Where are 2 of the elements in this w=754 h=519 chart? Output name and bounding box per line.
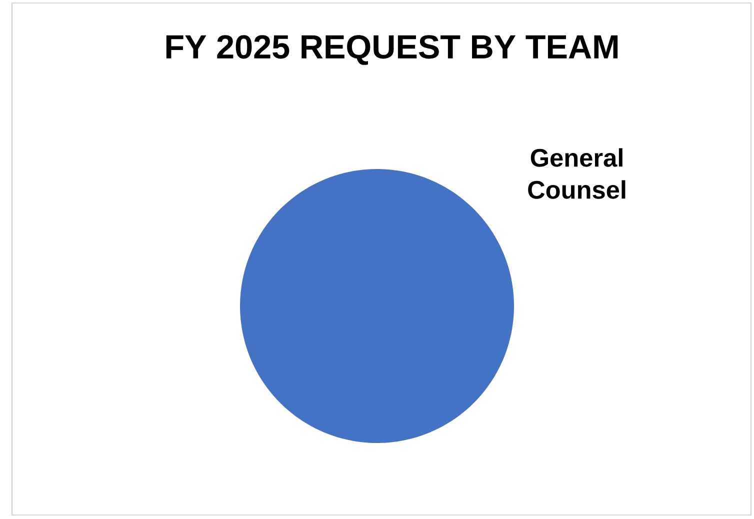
chart-title: FY 2025 REQUEST BY TEAM	[166, 35, 618, 65]
slice-label: General Counsel	[528, 148, 626, 199]
